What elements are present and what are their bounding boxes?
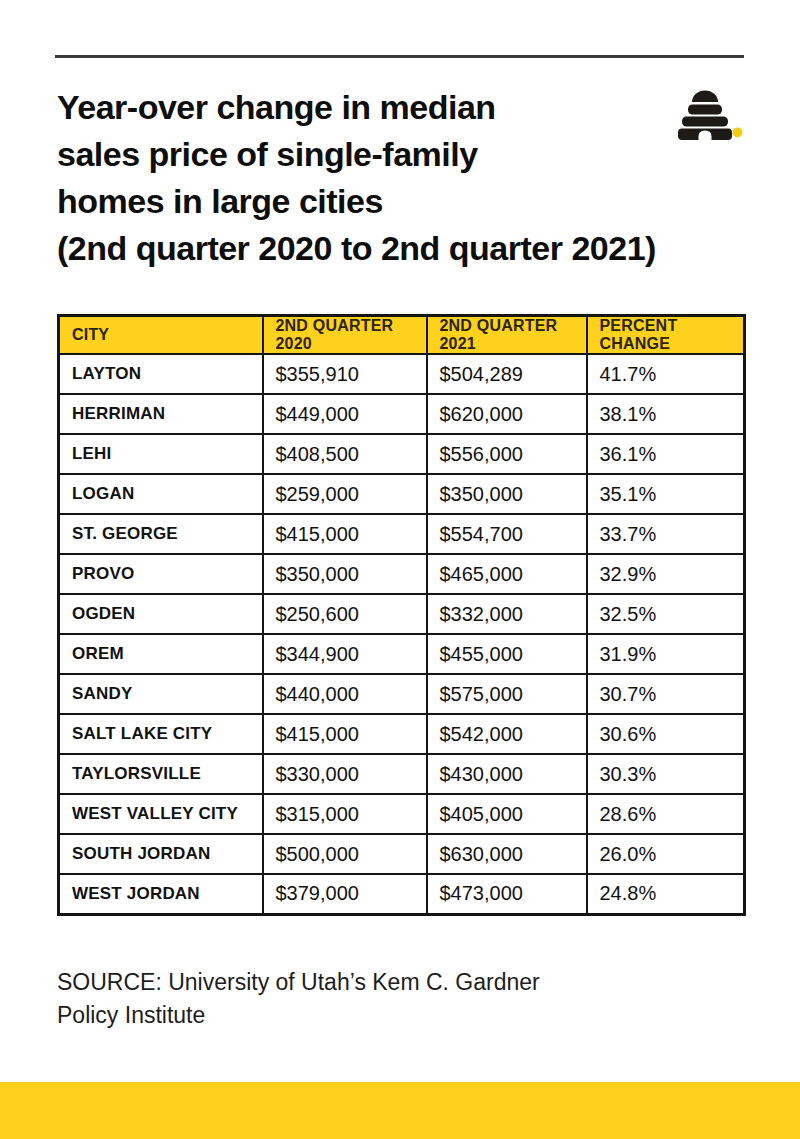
title-line: Year-over change in median bbox=[57, 84, 656, 131]
cell-city: SALT LAKE CITY bbox=[59, 714, 263, 754]
cell-q2-2020: $315,000 bbox=[263, 794, 427, 834]
col-header-q2-2021: 2ND QUARTER 2021 bbox=[427, 316, 587, 355]
col-header-percent-change: PERCENT CHANGE bbox=[587, 316, 745, 355]
table-row: WEST VALLEY CITY $315,000 $405,000 28.6% bbox=[59, 794, 745, 834]
cell-q2-2020: $500,000 bbox=[263, 834, 427, 874]
cell-q2-2020: $259,000 bbox=[263, 474, 427, 514]
cell-percent-change: 41.7% bbox=[587, 354, 745, 394]
source-line: Policy Institute bbox=[57, 999, 540, 1032]
cell-city: ST. GEORGE bbox=[59, 514, 263, 554]
cell-percent-change: 38.1% bbox=[587, 394, 745, 434]
table-row: SANDY $440,000 $575,000 30.7% bbox=[59, 674, 745, 714]
cell-q2-2021: $430,000 bbox=[427, 754, 587, 794]
cell-percent-change: 32.5% bbox=[587, 594, 745, 634]
beehive-icon bbox=[678, 91, 732, 141]
cell-q2-2021: $620,000 bbox=[427, 394, 587, 434]
cell-q2-2020: $350,000 bbox=[263, 554, 427, 594]
cell-city: SOUTH JORDAN bbox=[59, 834, 263, 874]
cell-q2-2021: $630,000 bbox=[427, 834, 587, 874]
cell-city: SANDY bbox=[59, 674, 263, 714]
cell-q2-2020: $355,910 bbox=[263, 354, 427, 394]
cell-q2-2020: $415,000 bbox=[263, 714, 427, 754]
cell-q2-2020: $415,000 bbox=[263, 514, 427, 554]
table-row: TAYLORSVILLE $330,000 $430,000 30.3% bbox=[59, 754, 745, 794]
beehive-logo bbox=[678, 90, 743, 140]
title-line: (2nd quarter 2020 to 2nd quarter 2021) bbox=[57, 225, 656, 272]
cell-q2-2020: $408,500 bbox=[263, 434, 427, 474]
gold-dot-icon bbox=[733, 128, 743, 138]
title-line: homes in large cities bbox=[57, 178, 656, 225]
table-row: SALT LAKE CITY $415,000 $542,000 30.6% bbox=[59, 714, 745, 754]
cell-q2-2020: $379,000 bbox=[263, 874, 427, 914]
table-row: SOUTH JORDAN $500,000 $630,000 26.0% bbox=[59, 834, 745, 874]
cell-percent-change: 31.9% bbox=[587, 634, 745, 674]
cell-city: TAYLORSVILLE bbox=[59, 754, 263, 794]
cell-city: PROVO bbox=[59, 554, 263, 594]
cell-q2-2021: $350,000 bbox=[427, 474, 587, 514]
cell-city: WEST JORDAN bbox=[59, 874, 263, 914]
top-divider-rule bbox=[55, 55, 744, 58]
col-header-q2-2020: 2ND QUARTER 2020 bbox=[263, 316, 427, 355]
cell-percent-change: 30.3% bbox=[587, 754, 745, 794]
table-row: LAYTON $355,910 $504,289 41.7% bbox=[59, 354, 745, 394]
cell-q2-2021: $542,000 bbox=[427, 714, 587, 754]
cell-q2-2021: $332,000 bbox=[427, 594, 587, 634]
source-attribution: SOURCE: University of Utah’s Kem C. Gard… bbox=[57, 966, 540, 1032]
infographic-page: Year-over change in median sales price o… bbox=[0, 0, 800, 1139]
cell-q2-2021: $455,000 bbox=[427, 634, 587, 674]
table-row: OREM $344,900 $455,000 31.9% bbox=[59, 634, 745, 674]
cell-q2-2020: $449,000 bbox=[263, 394, 427, 434]
title-line: sales price of single-family bbox=[57, 131, 656, 178]
table-row: HERRIMAN $449,000 $620,000 38.1% bbox=[59, 394, 745, 434]
cell-city: OREM bbox=[59, 634, 263, 674]
page-title: Year-over change in median sales price o… bbox=[57, 84, 656, 272]
table-body: LAYTON $355,910 $504,289 41.7% HERRIMAN … bbox=[59, 354, 745, 914]
cell-q2-2021: $556,000 bbox=[427, 434, 587, 474]
table-row: ST. GEORGE $415,000 $554,700 33.7% bbox=[59, 514, 745, 554]
cell-percent-change: 28.6% bbox=[587, 794, 745, 834]
table-row: OGDEN $250,600 $332,000 32.5% bbox=[59, 594, 745, 634]
table-row: LOGAN $259,000 $350,000 35.1% bbox=[59, 474, 745, 514]
cell-q2-2021: $405,000 bbox=[427, 794, 587, 834]
home-prices-table: CITY 2ND QUARTER 2020 2ND QUARTER 2021 P… bbox=[57, 314, 746, 916]
cell-percent-change: 33.7% bbox=[587, 514, 745, 554]
cell-city: LEHI bbox=[59, 434, 263, 474]
cell-percent-change: 30.6% bbox=[587, 714, 745, 754]
table-row: LEHI $408,500 $556,000 36.1% bbox=[59, 434, 745, 474]
cell-q2-2021: $575,000 bbox=[427, 674, 587, 714]
cell-city: HERRIMAN bbox=[59, 394, 263, 434]
cell-q2-2020: $344,900 bbox=[263, 634, 427, 674]
cell-q2-2020: $250,600 bbox=[263, 594, 427, 634]
cell-city: LAYTON bbox=[59, 354, 263, 394]
cell-q2-2021: $473,000 bbox=[427, 874, 587, 914]
cell-percent-change: 24.8% bbox=[587, 874, 745, 914]
table-row: PROVO $350,000 $465,000 32.9% bbox=[59, 554, 745, 594]
cell-q2-2021: $554,700 bbox=[427, 514, 587, 554]
table-row: WEST JORDAN $379,000 $473,000 24.8% bbox=[59, 874, 745, 914]
cell-q2-2020: $330,000 bbox=[263, 754, 427, 794]
source-line: SOURCE: University of Utah’s Kem C. Gard… bbox=[57, 966, 540, 999]
cell-q2-2020: $440,000 bbox=[263, 674, 427, 714]
cell-city: WEST VALLEY CITY bbox=[59, 794, 263, 834]
col-header-city: CITY bbox=[59, 316, 263, 355]
cell-percent-change: 30.7% bbox=[587, 674, 745, 714]
cell-city: OGDEN bbox=[59, 594, 263, 634]
cell-percent-change: 32.9% bbox=[587, 554, 745, 594]
cell-q2-2021: $465,000 bbox=[427, 554, 587, 594]
table-header-row: CITY 2ND QUARTER 2020 2ND QUARTER 2021 P… bbox=[59, 316, 745, 355]
cell-city: LOGAN bbox=[59, 474, 263, 514]
footer-accent-bar bbox=[0, 1082, 800, 1139]
cell-q2-2021: $504,289 bbox=[427, 354, 587, 394]
cell-percent-change: 26.0% bbox=[587, 834, 745, 874]
cell-percent-change: 35.1% bbox=[587, 474, 745, 514]
cell-percent-change: 36.1% bbox=[587, 434, 745, 474]
